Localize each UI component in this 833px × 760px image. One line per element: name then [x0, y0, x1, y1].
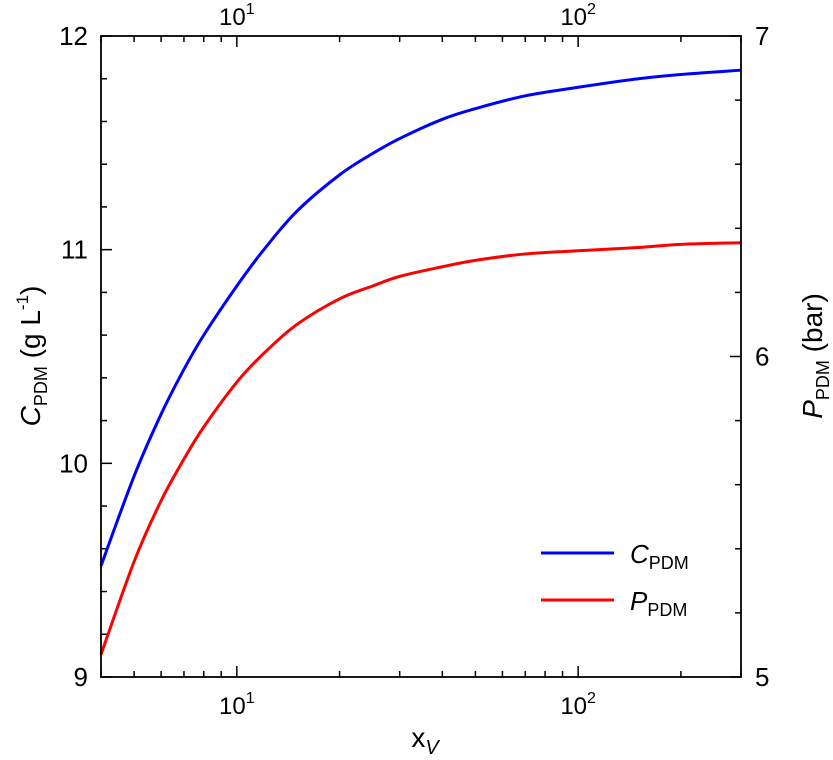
x-axis-title: xV [411, 722, 440, 755]
y-axis-left-title-sup: -1 [13, 295, 32, 310]
x-top-tick-label: 102 [560, 1, 596, 31]
y-left-tick-label: 12 [59, 21, 88, 51]
y-left-tick-label: 11 [61, 235, 88, 265]
y-right-tick-label: 6 [755, 342, 769, 372]
x-bottom-tick-label: 102 [560, 690, 596, 720]
y-axis-right-title: PPDM (bar) [797, 293, 833, 419]
tick-labels: 101 102 101 102 9 10 11 12 5 6 7 [59, 1, 769, 720]
plot-frame [100, 35, 742, 678]
x-top-tick-label: 101 [219, 1, 255, 31]
series-lines [99, 68, 742, 656]
series-line-c-pdm [99, 68, 742, 567]
tick-marks [100, 35, 742, 678]
x-axis-title-sub: V [425, 737, 440, 755]
y-left-tick-label: 10 [59, 448, 88, 478]
x-bottom-tick-label: 101 [219, 690, 255, 720]
series-line-p-pdm [99, 241, 742, 656]
y-right-tick-label: 7 [755, 21, 769, 51]
y-axis-right-title-sub: PDM [813, 360, 833, 400]
legend-label-c: CPDM [630, 539, 689, 573]
legend-label-p: PPDM [630, 586, 687, 620]
legend: CPDM PPDM [541, 539, 689, 620]
y-left-tick-label: 9 [74, 662, 88, 692]
y-axis-left-title-sub: PDM [31, 366, 51, 406]
y-axis-left-title: CPDM (g L-1) [13, 286, 51, 427]
y-right-tick-label: 5 [755, 662, 769, 692]
